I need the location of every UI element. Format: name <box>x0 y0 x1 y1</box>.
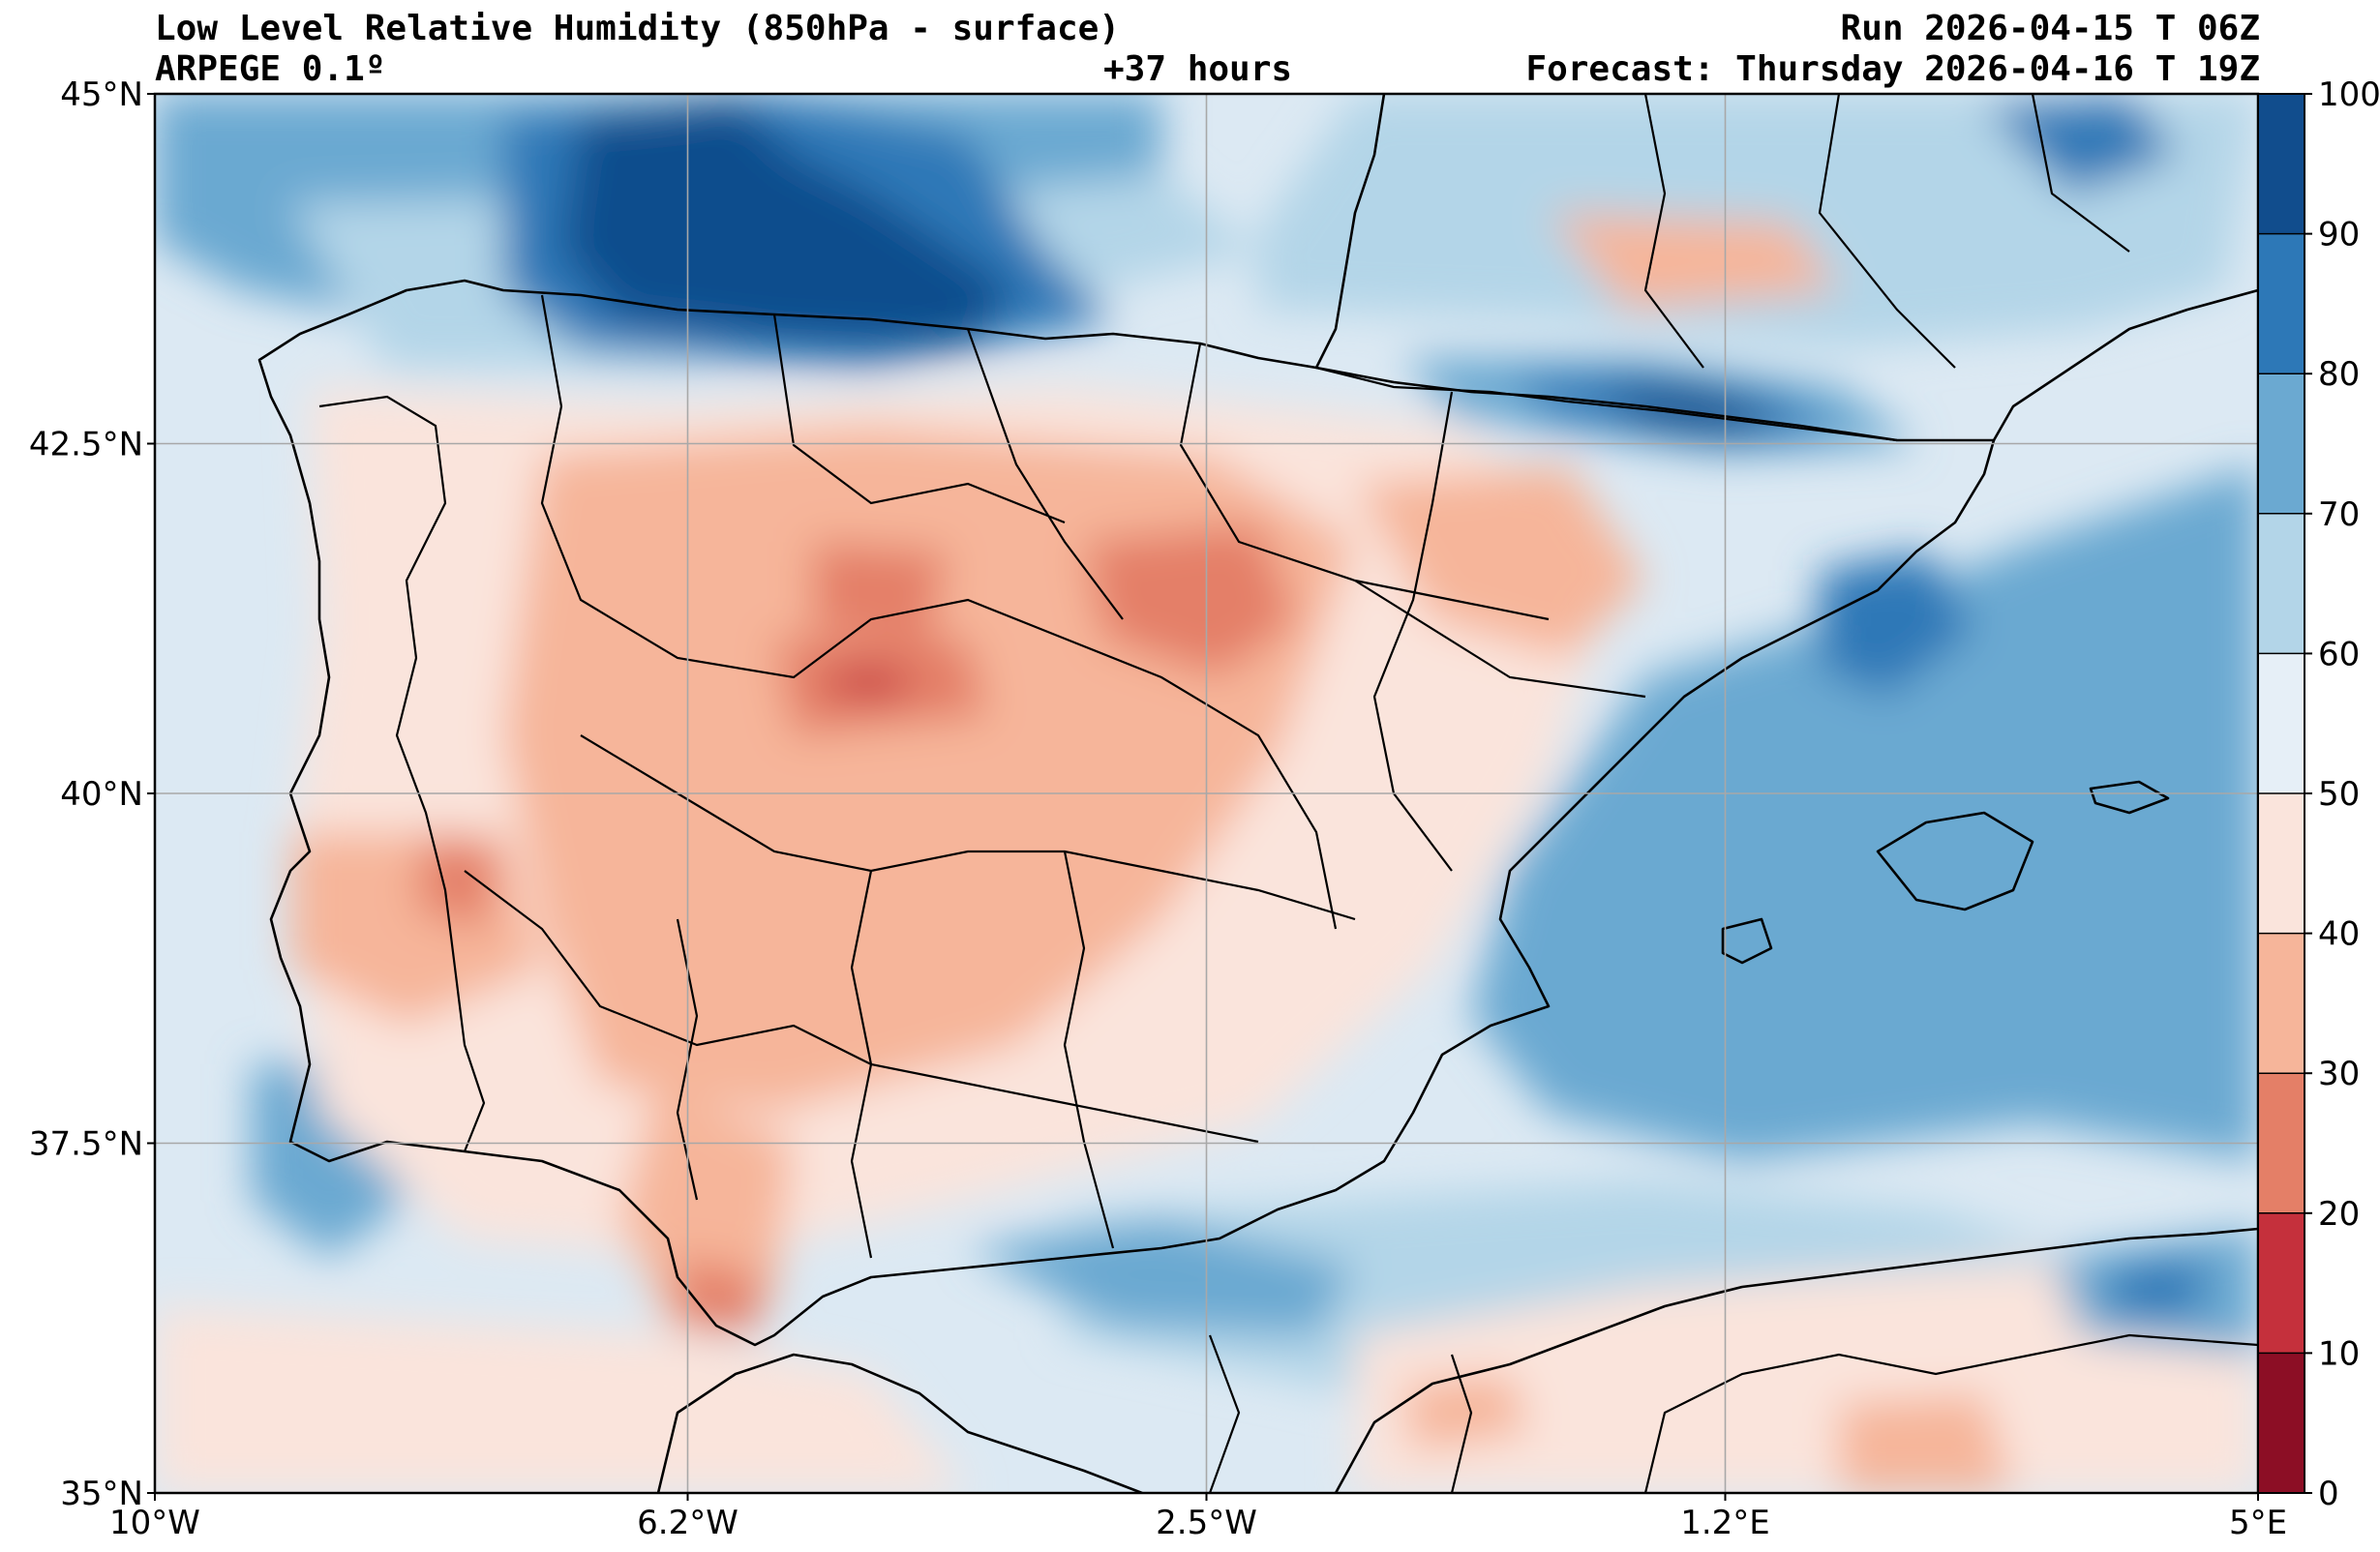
humidity-zone <box>1839 1393 2013 1493</box>
pyrenees-border <box>1315 366 1898 442</box>
france-mediterranean-coastline <box>1992 288 2258 441</box>
humidity-zone <box>155 1306 968 1493</box>
colorbar-segment <box>2258 94 2305 234</box>
lat-tick-label: 35°N <box>60 1475 143 1513</box>
lead-time-label: +37 hours <box>1103 49 1293 89</box>
lat-tick-label: 37.5°N <box>29 1125 143 1164</box>
humidity-zone <box>968 1219 1355 1335</box>
humidity-zone <box>1258 94 2258 348</box>
humidity-zone <box>1403 1374 1529 1451</box>
portugal-border <box>318 395 486 1152</box>
humidity-zone <box>561 97 1016 348</box>
gridlines <box>155 94 2258 1493</box>
humidity-zone <box>1984 97 2178 194</box>
province-border <box>1063 851 1115 1249</box>
france-coastline <box>1314 94 1386 369</box>
province-border <box>540 294 1338 930</box>
province-border <box>1643 94 1704 369</box>
humidity-zone <box>1084 522 1297 677</box>
humidity-zone <box>1471 464 2258 1161</box>
lat-tick-label: 42.5°N <box>29 426 143 464</box>
colorbar-segment <box>2258 1073 2305 1213</box>
humidity-zone <box>1820 552 1974 697</box>
admin-borders <box>318 94 2258 1493</box>
coastlines <box>257 94 2258 1493</box>
lon-tick-label: 6.2°W <box>637 1504 738 1542</box>
lon-tick-label: 2.5°W <box>1156 1504 1257 1542</box>
longitude-ticks: 10°W 6.2°W 2.5°W 1.2°E 5°E <box>109 1493 2287 1542</box>
colorbar-tick-label: 90 <box>2318 216 2360 254</box>
colorbar-segment <box>2258 1212 2305 1354</box>
map-field <box>155 94 2258 1493</box>
colorbar-segment <box>2258 233 2305 374</box>
humidity-zone <box>832 668 910 697</box>
menorca-coastline <box>2089 780 2170 815</box>
colorbar-tick-label: 50 <box>2318 775 2360 814</box>
province-border <box>966 328 1124 620</box>
humidity-zone <box>1355 464 1645 658</box>
province-border <box>2031 94 2130 253</box>
lon-tick-label: 1.2°E <box>1680 1504 1770 1542</box>
province-border <box>1372 391 1454 872</box>
colorbar-tick-label: 30 <box>2318 1055 2360 1093</box>
colorbar-segment <box>2258 933 2305 1074</box>
colorbar <box>2257 93 2305 1494</box>
humidity-zone <box>619 1084 794 1335</box>
algeria-coastline <box>1334 1227 2258 1493</box>
ibiza-coastline <box>1721 917 1773 965</box>
humidity-fill <box>155 94 2258 1493</box>
humidity-zone <box>1549 213 1839 310</box>
lat-tick-label: 45°N <box>60 75 143 114</box>
colorbar-tick-label: 10 <box>2318 1334 2360 1373</box>
morocco-border <box>1450 1354 1473 1493</box>
colorbar-segment <box>2258 653 2305 793</box>
model-label: ARPEGE 0.1º <box>155 49 386 89</box>
colorbar-segment <box>2258 513 2305 654</box>
colorbar-segment <box>2258 1353 2305 1493</box>
province-border <box>464 870 1259 1144</box>
colorbar-segment <box>2258 793 2305 934</box>
province-border <box>1818 94 1956 369</box>
mallorca-coastline <box>1876 811 2034 911</box>
province-border <box>1354 580 1646 699</box>
humidity-zone <box>1355 1239 2258 1493</box>
province-border <box>1643 1333 2258 1493</box>
humidity-zone <box>813 542 949 639</box>
humidity-zone <box>416 832 503 929</box>
colorbar-tick-label: 100 <box>2318 75 2380 114</box>
lon-tick-label: 5°E <box>2229 1504 2287 1542</box>
colorbar-tick-label: 0 <box>2318 1475 2339 1513</box>
iberia-coastline <box>257 279 1996 1347</box>
colorbar-tick-label: 60 <box>2318 635 2360 673</box>
colorbar-segment <box>2258 373 2305 514</box>
lon-tick-label: 10°W <box>109 1504 200 1542</box>
run-label: Run 2026-04-15 T 06Z <box>1840 9 2260 48</box>
humidity-zone <box>2110 1258 2207 1316</box>
lat-tick-label: 40°N <box>60 775 143 814</box>
forecast-time-label: Forecast: Thursday 2026-04-16 T 19Z <box>1525 49 2260 89</box>
north-africa-coastline <box>656 1353 1143 1493</box>
province-border <box>850 870 873 1259</box>
province-border <box>772 313 1066 524</box>
colorbar-tick-label: 20 <box>2318 1195 2360 1234</box>
colorbar-tick-label: 40 <box>2318 915 2360 954</box>
colorbar-ticks: 0 10 20 30 40 50 60 70 80 90 100 <box>2305 75 2380 1513</box>
map-title: Low Level Relative Humidity (850hPa - su… <box>155 9 1120 48</box>
province-border <box>1179 343 1550 621</box>
colorbar-tick-label: 70 <box>2318 495 2360 534</box>
province-border <box>1208 1334 1241 1493</box>
humidity-zone <box>678 1258 765 1335</box>
colorbar-tick-label: 80 <box>2318 355 2360 394</box>
province-border <box>580 734 1356 921</box>
latitude-ticks: 35°N 37.5°N 40°N 42.5°N 45°N <box>29 75 155 1513</box>
